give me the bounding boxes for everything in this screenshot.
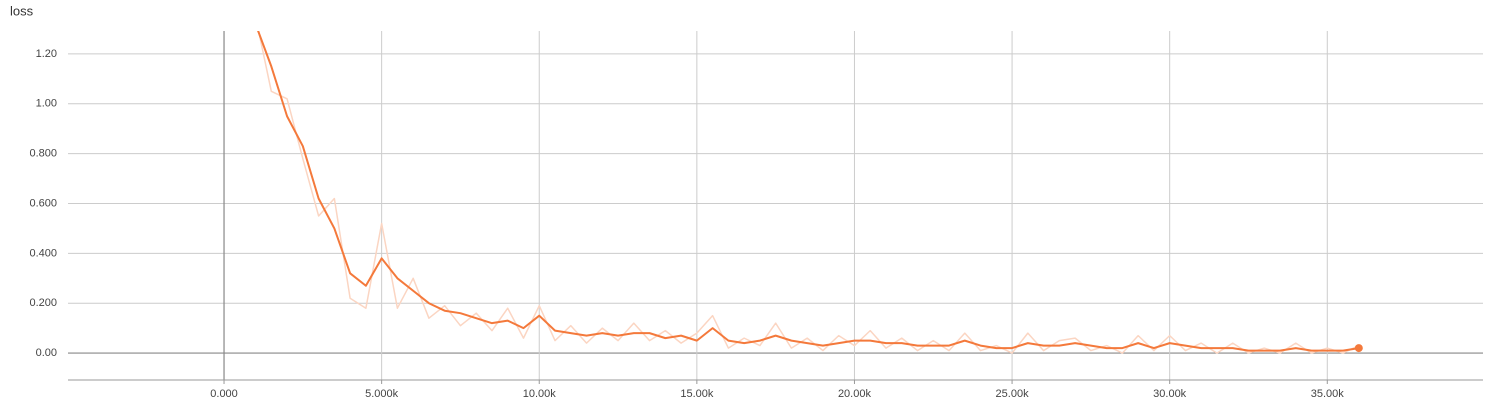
y-tick-label: 1.20	[36, 48, 57, 60]
x-tick-label: 5.000k	[365, 388, 399, 400]
x-tick-label: 35.00k	[1311, 388, 1345, 400]
y-tick-label: 0.400	[29, 247, 57, 259]
y-tick-label: 0.00	[36, 347, 57, 359]
x-tick-label: 30.00k	[1153, 388, 1187, 400]
x-tick-label: 20.00k	[838, 388, 872, 400]
y-tick-label: 1.00	[36, 98, 57, 110]
series-line	[257, 31, 1359, 352]
y-tick-label: 0.200	[29, 297, 57, 309]
series-line	[257, 31, 1360, 354]
y-tick-label: 0.600	[29, 197, 57, 209]
plot-area	[257, 31, 1363, 354]
chart-title: loss	[10, 3, 34, 18]
end-point	[1354, 344, 1363, 353]
x-tick-label: 15.00k	[680, 388, 714, 400]
x-tick-label: 0.000	[210, 388, 238, 400]
y-tick-label: 0.800	[29, 148, 57, 160]
x-tick-label: 25.00k	[996, 388, 1030, 400]
x-tick-label: 10.00k	[523, 388, 557, 400]
